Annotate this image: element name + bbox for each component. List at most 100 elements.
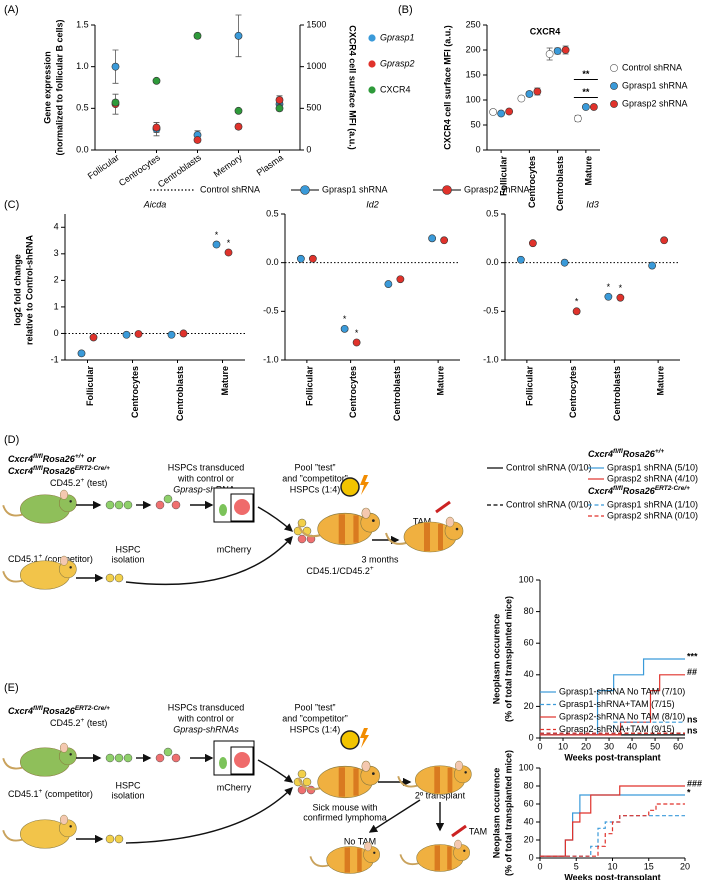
text-part: (competitor)	[42, 789, 93, 799]
y-tick-label: -0.5	[263, 306, 279, 316]
text-part: Rosa26	[623, 449, 656, 459]
y-tick-label: 0.5	[76, 103, 89, 113]
annotation: *	[687, 787, 691, 797]
legend-label: Gprasp2 shRNA	[464, 184, 530, 194]
step-label: HSPCs (1:4)	[290, 724, 341, 734]
text-part: Cxcr4	[588, 486, 613, 496]
y-tick-label: 20	[524, 834, 534, 844]
point	[340, 324, 349, 333]
cell	[114, 500, 124, 510]
subplot-title: Id2	[366, 199, 379, 209]
step-label: 2º transplant	[415, 790, 466, 800]
y-tick-label: 0.0	[266, 257, 279, 267]
radiation-icon	[340, 730, 360, 750]
legend-label: Gprasp1	[380, 32, 415, 42]
legend-marker	[442, 185, 452, 195]
axis-label: Neoplasm occurence	[491, 768, 501, 859]
y-tick-label: 0	[476, 144, 481, 154]
mouse-stripe	[424, 523, 430, 551]
x-tick-label: Follicular	[304, 366, 314, 407]
step-label: and ”competitor”	[282, 713, 348, 723]
cell	[219, 504, 227, 516]
cell	[297, 769, 307, 779]
mouse-tail	[297, 524, 321, 538]
mouse-stripe	[357, 848, 362, 872]
legend-marker	[368, 34, 376, 42]
text-part: fl/fl	[613, 448, 623, 455]
point	[89, 333, 98, 342]
annotation: *	[355, 328, 359, 338]
x-tick-label: 60	[673, 741, 683, 751]
y-tick-label: 0.0	[76, 144, 89, 154]
step-label: HSPCs (1:4)	[290, 484, 341, 494]
x-tick-label: Mature	[220, 366, 230, 396]
text-part: +/+	[655, 448, 665, 455]
arrow	[257, 506, 294, 532]
y-tick-label: 1.0	[76, 61, 89, 71]
subplot-title: Id3	[586, 199, 599, 209]
text-part: Rosa26	[43, 466, 76, 476]
step-label: TAM	[413, 516, 431, 526]
y-tick-label: 60	[524, 798, 534, 808]
annotation: ##	[687, 667, 697, 677]
x-tick-label: Centrocytes	[117, 152, 162, 188]
y-tick-label: 100	[466, 94, 481, 104]
subplot-title: Aicda	[143, 199, 167, 209]
x-tick-label: Centroblasts	[555, 156, 565, 211]
mouse-eye	[371, 519, 375, 522]
y-tick-label: 200	[466, 44, 481, 54]
point	[525, 90, 534, 98]
point	[428, 234, 437, 243]
text-part: (test)	[84, 718, 107, 728]
y-tick-label: -1.0	[263, 354, 279, 364]
x-tick-label: Centrocytes	[568, 366, 578, 418]
point	[308, 254, 317, 263]
step-label: and ”competitor”	[282, 473, 348, 483]
text-part: +	[39, 788, 43, 795]
mouse	[2, 814, 77, 849]
step-label: HSPCs transduced	[168, 462, 245, 472]
cell	[163, 747, 173, 757]
mouse-eye	[69, 500, 72, 503]
mouse-tail	[2, 504, 23, 517]
y-tick-label: 150	[466, 69, 481, 79]
annotation: **	[582, 87, 590, 97]
text-part: CD45.1/CD45.2	[306, 566, 370, 576]
legend-label: Control shRNA	[200, 184, 260, 194]
mouse-tail	[397, 775, 418, 788]
legend-label: Control shRNA	[622, 62, 682, 72]
text-part: Cxcr4	[8, 706, 33, 716]
x-tick-label: Centroblasts	[156, 152, 204, 189]
x-tick-label: Mature	[436, 366, 446, 396]
point	[111, 98, 120, 107]
series-line	[540, 785, 685, 857]
point	[581, 103, 590, 111]
cell	[219, 757, 227, 769]
legend-title: Cxcr4fl/flRosa26+/+	[588, 448, 664, 459]
y-tick-label: 1	[54, 301, 59, 311]
cell	[105, 573, 115, 583]
axis-label: Gene expression	[42, 51, 52, 124]
mouse-stripe	[434, 845, 440, 871]
step-label: with control or	[177, 473, 234, 483]
cell	[297, 534, 307, 544]
cell	[163, 494, 173, 504]
y-tick-label: 4	[54, 222, 59, 232]
mouse-eye	[373, 851, 376, 854]
annotation: *	[215, 230, 219, 240]
text-part: or	[84, 454, 96, 464]
cell	[234, 752, 250, 768]
mouse-eye	[69, 825, 72, 828]
mouse-stripe	[338, 767, 345, 797]
legend-label: Gprasp1 shRNA	[622, 80, 688, 90]
step-label: 3 months	[361, 554, 399, 564]
arrow	[257, 759, 294, 783]
x-tick-label: 30	[604, 741, 614, 751]
mouse	[397, 760, 472, 795]
text-part: fl/fl	[33, 465, 43, 472]
y-tick-label: 0	[529, 732, 534, 742]
y-tick-label: 250	[466, 19, 481, 29]
mouse	[297, 760, 380, 799]
x-tick-label: 15	[644, 861, 654, 871]
panel-label: (A)	[4, 4, 19, 16]
